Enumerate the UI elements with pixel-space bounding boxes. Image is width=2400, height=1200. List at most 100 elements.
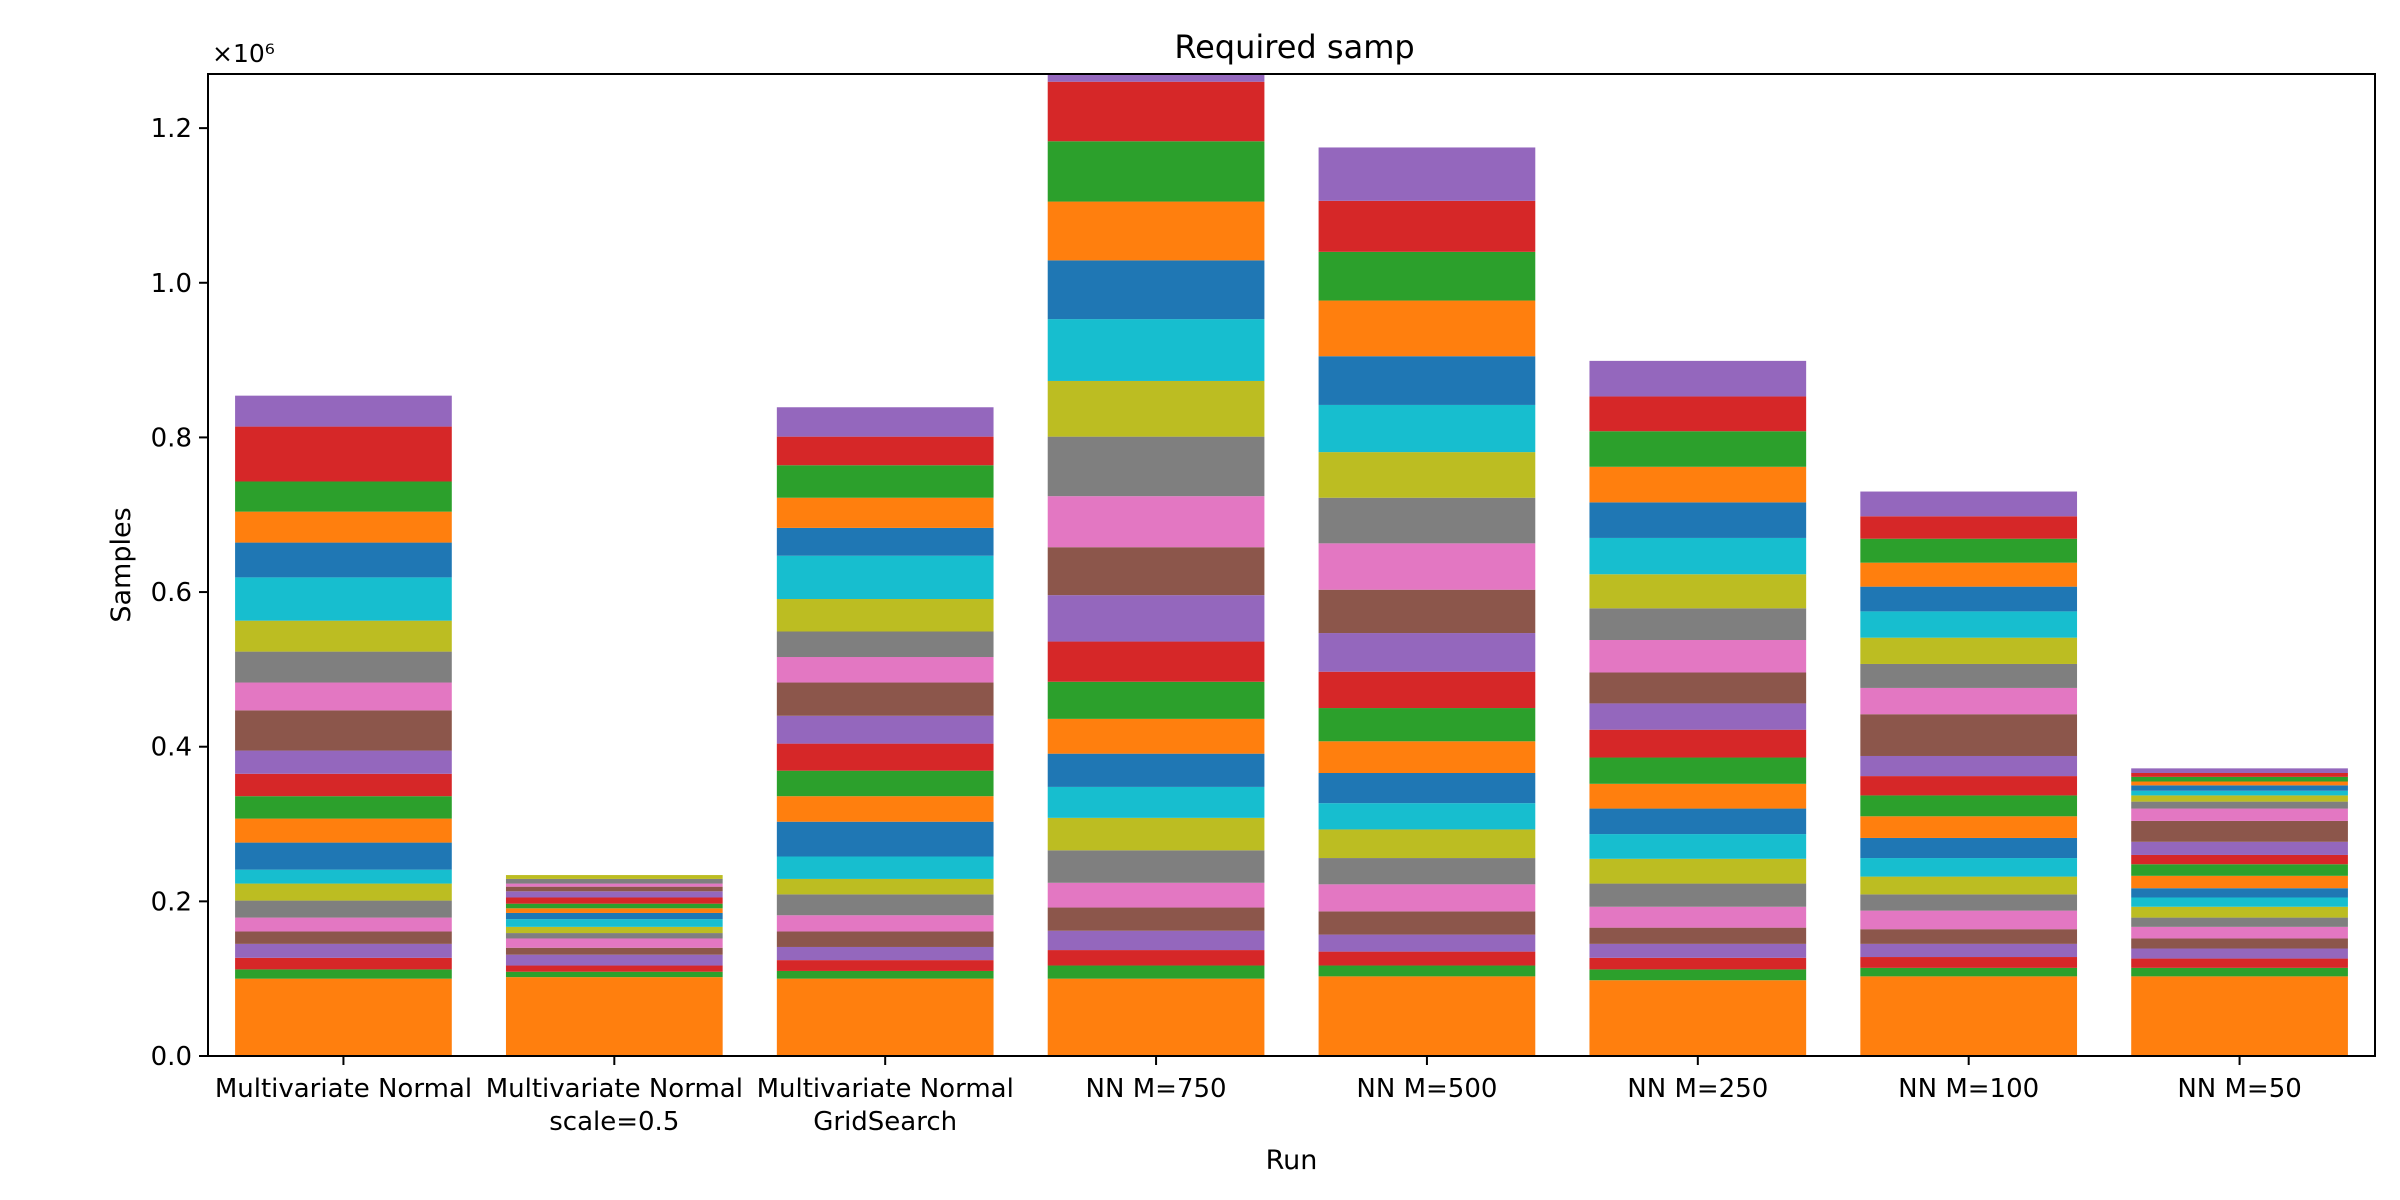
- bar-segment: [1860, 714, 2078, 756]
- bar-segment: [1860, 611, 2078, 638]
- bar-segment: [776, 555, 994, 600]
- bar-segment: [1047, 753, 1265, 787]
- bar-segment: [1047, 965, 1265, 979]
- bar-segment: [235, 750, 452, 774]
- y-tick-label: 1.0: [151, 269, 192, 299]
- x-tick-label: scale=0.5: [549, 1107, 679, 1137]
- x-tick-label: NN M=500: [1356, 1074, 1497, 1104]
- x-tick-label: NN M=100: [1898, 1074, 2039, 1104]
- bar-segment: [1589, 883, 1807, 907]
- bar-segment: [1047, 641, 1265, 682]
- bar-segment: [1860, 976, 2078, 1056]
- bar-segment: [2131, 906, 2348, 918]
- bar-segment: [235, 577, 452, 621]
- bar-segment: [776, 960, 994, 971]
- bar-segment: [776, 743, 994, 771]
- bar-segment: [1860, 967, 2078, 977]
- y-axis: 0.0 0.2 0.4 0.6 0.8 1.0 1.2: [151, 114, 208, 1072]
- bar-segment: [1860, 816, 2078, 838]
- bar-segment: [776, 497, 994, 528]
- bar-segment: [1047, 882, 1265, 908]
- bar-segment: [1318, 543, 1536, 590]
- bar-segment: [1318, 911, 1536, 935]
- bar-segment: [1318, 829, 1536, 859]
- bar-segment: [235, 842, 452, 870]
- bar-segment: [776, 770, 994, 797]
- bar-segment: [1318, 773, 1536, 804]
- bar-segment: [776, 978, 994, 1056]
- y-tick-label: 1.2: [151, 114, 192, 144]
- bar-segment: [235, 978, 452, 1056]
- bar-segment: [1318, 300, 1536, 357]
- bar-segment: [1318, 356, 1536, 405]
- bar-segment: [1047, 595, 1265, 642]
- bar-segment: [1860, 943, 2078, 958]
- bar-segment: [2131, 790, 2348, 796]
- bar-segment: [776, 527, 994, 556]
- bar-segment: [1318, 200, 1536, 252]
- bar-segment: [505, 875, 723, 879]
- bar-segment: [1860, 637, 2078, 664]
- x-axis: Multivariate Normal Multivariate Normalsc…: [215, 1056, 2302, 1137]
- bar-segment: [1047, 81, 1265, 142]
- bar-segment: [1589, 943, 1807, 958]
- bar-segment: [235, 883, 452, 901]
- bar-segment: [776, 821, 994, 857]
- bar-segment: [1318, 497, 1536, 544]
- bar-segment: [505, 977, 723, 1056]
- bar-segment: [1047, 319, 1265, 381]
- bar-segment: [235, 426, 452, 482]
- bar-segment: [2131, 967, 2348, 977]
- bar-segment: [235, 481, 452, 512]
- bar-segment: [1860, 687, 2078, 715]
- x-axis-label: Run: [1266, 1145, 1318, 1176]
- bar-segment: [1047, 907, 1265, 931]
- bar-segment: [776, 657, 994, 683]
- bar-segment: [505, 886, 723, 892]
- bar-segment: [1318, 884, 1536, 912]
- bar-segment: [1589, 906, 1807, 928]
- bar-segment: [1047, 718, 1265, 754]
- bar-segment: [1047, 681, 1265, 719]
- bar-segment: [235, 773, 452, 797]
- x-tick-label: NN M=250: [1627, 1074, 1768, 1104]
- bar-segment: [1589, 672, 1807, 704]
- y-tick-label: 0.0: [151, 1042, 192, 1072]
- bar-segment: [1860, 876, 2078, 895]
- bar-segment: [2131, 976, 2348, 1056]
- x-tick-label: GridSearch: [813, 1107, 957, 1137]
- bar-segment: [1318, 708, 1536, 742]
- bar-segment: [235, 969, 452, 979]
- bar-segment: [1318, 934, 1536, 952]
- bar-segment: [1318, 452, 1536, 498]
- bar-segment: [2131, 795, 2348, 802]
- bar-segment: [2131, 948, 2348, 959]
- bar-segment: [776, 715, 994, 744]
- bar-segment: [2131, 958, 2348, 968]
- bar-segment: [1860, 957, 2078, 968]
- bar-segment: [1318, 741, 1536, 773]
- bar-segment: [2131, 875, 2348, 889]
- bar-segment: [1860, 755, 2078, 777]
- bar-segment: [1860, 837, 2078, 859]
- bar-segment: [235, 931, 452, 944]
- bar-segment: [1860, 929, 2078, 944]
- bar-segment: [1589, 757, 1807, 784]
- bar-segment: [505, 933, 723, 939]
- bar-segment: [2131, 864, 2348, 876]
- bar-segment: [776, 970, 994, 979]
- bar-segment: [1589, 808, 1807, 835]
- bar-segment: [2131, 820, 2348, 842]
- bar-segment: [1589, 858, 1807, 884]
- bar-segment: [1589, 980, 1807, 1056]
- x-tick-label: Multivariate Normal: [486, 1074, 743, 1104]
- bar-segment: [776, 407, 994, 437]
- bar-segment: [505, 947, 723, 955]
- bar-segment: [1318, 965, 1536, 977]
- bar-segment: [776, 682, 994, 716]
- bar-segment: [1860, 894, 2078, 911]
- bar-segment: [1047, 930, 1265, 951]
- bar-segment: [1589, 834, 1807, 859]
- bar-segment: [1860, 663, 2078, 688]
